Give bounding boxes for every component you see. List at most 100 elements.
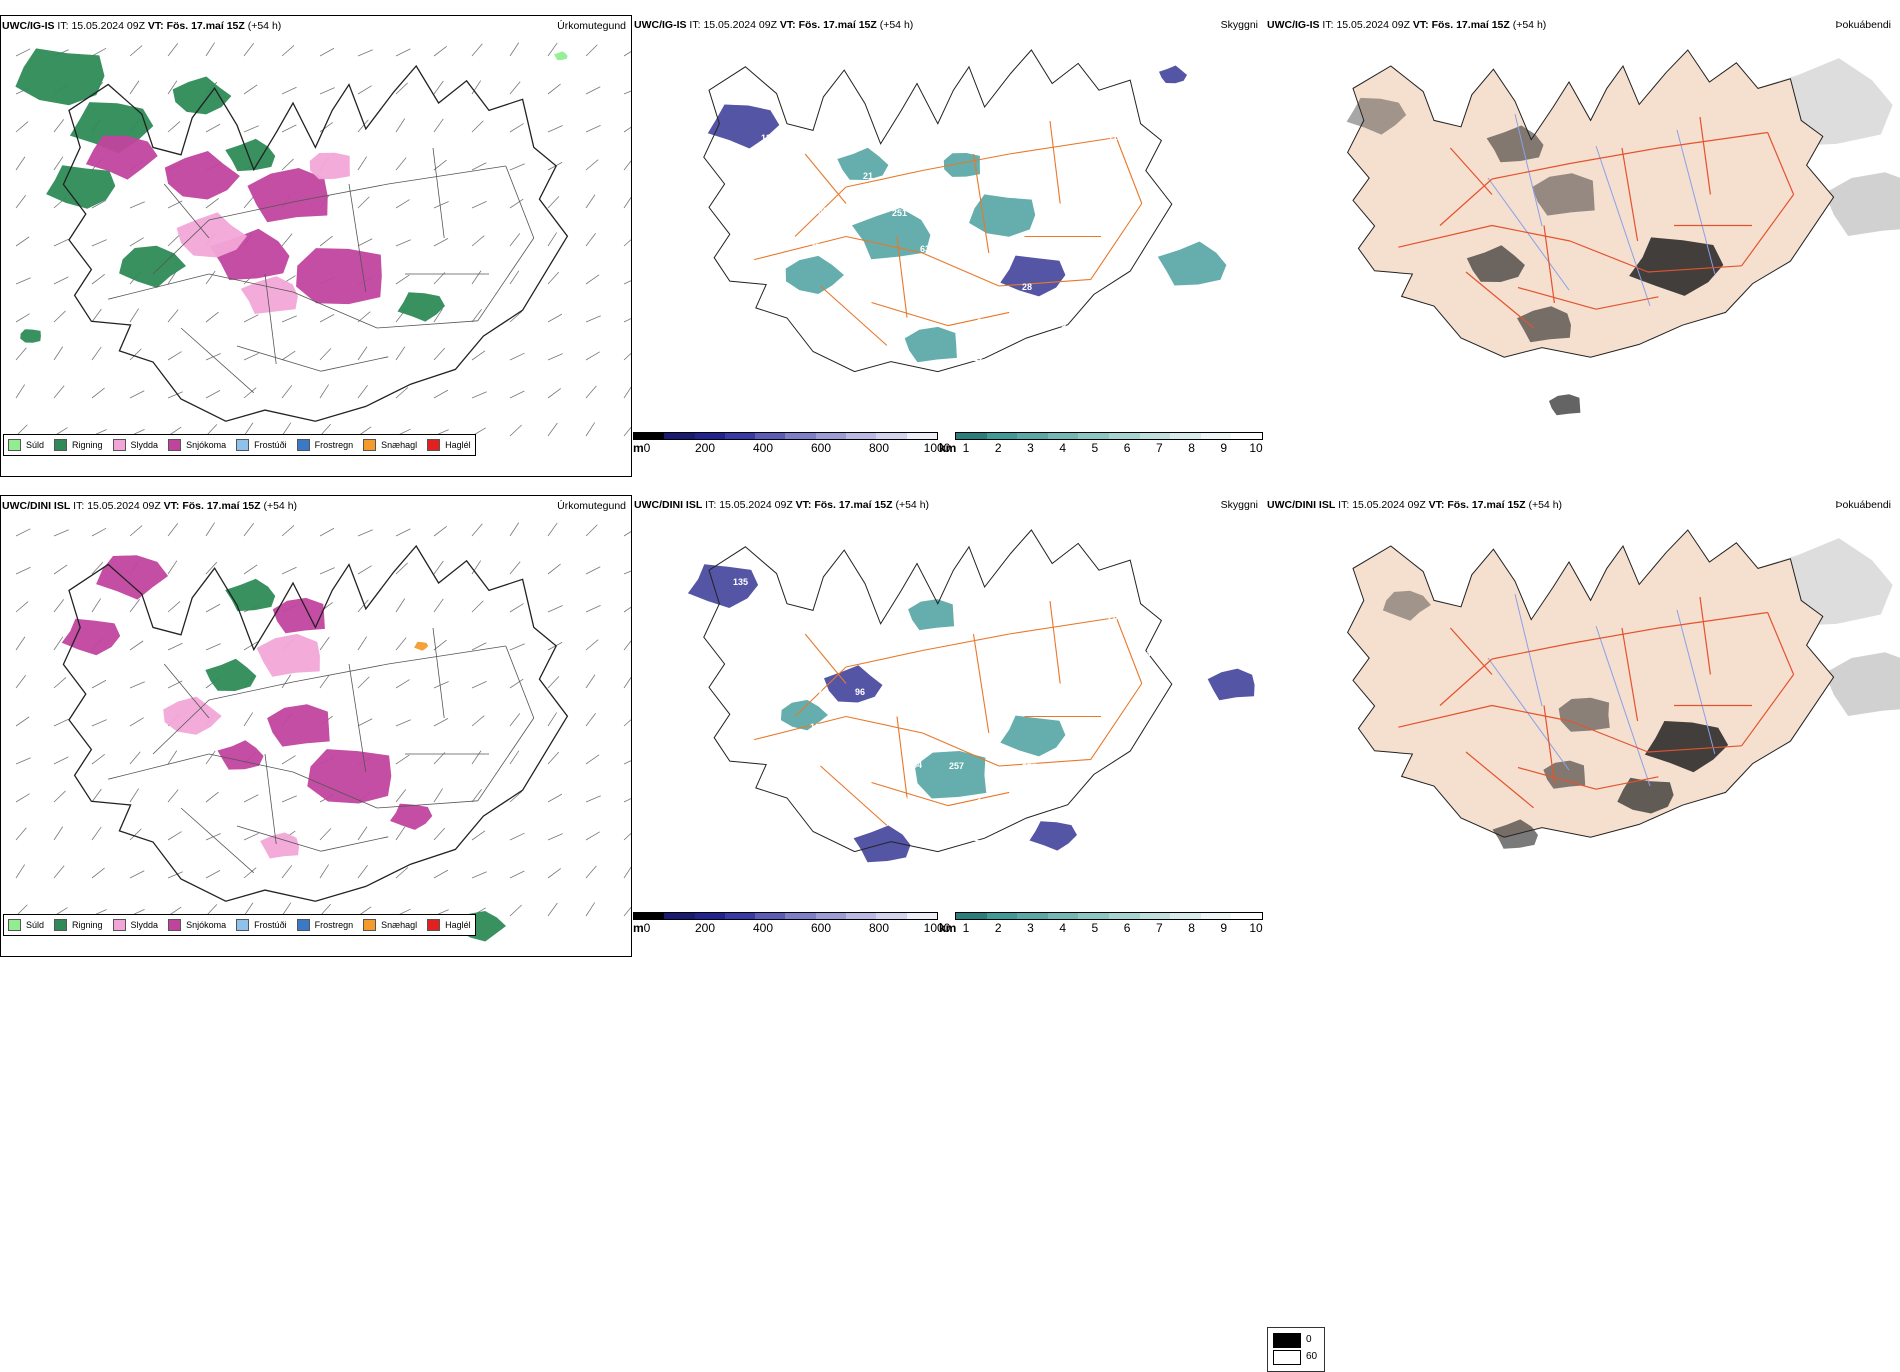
ceiling-label: 113 <box>977 797 992 807</box>
wind-barb <box>130 641 143 650</box>
wind-barb <box>168 601 180 612</box>
wind-barb <box>130 46 142 56</box>
legend-swatch <box>297 439 310 451</box>
visibility-map[interactable]: 1351769811636327764169645103968325714018… <box>633 515 1263 910</box>
visibility-area <box>824 665 883 702</box>
ceiling-label: 189 <box>1079 835 1094 845</box>
ceiling-label: 105 <box>790 170 805 180</box>
visibility-tick: 10 <box>1249 441 1262 455</box>
colorbar-step <box>785 913 815 919</box>
colorbar-step <box>956 433 987 439</box>
wind-barb <box>548 233 557 246</box>
it-label: IT: <box>73 500 84 512</box>
colorbar-step <box>634 913 664 919</box>
ceiling-tick: 0 <box>644 441 651 455</box>
legend-item: Slydda <box>113 919 159 931</box>
visibility-tick: 9 <box>1220 441 1227 455</box>
wind-barb <box>358 827 367 840</box>
wind-barb <box>282 87 297 94</box>
wind-barb <box>206 271 215 284</box>
wind-barbs <box>16 43 631 436</box>
fog-map[interactable] <box>1266 35 1900 430</box>
precip-area <box>225 139 275 171</box>
colorbar-step <box>1170 433 1201 439</box>
wind-barb <box>16 529 30 536</box>
wind-barb <box>510 82 520 94</box>
legend-label: Rigning <box>72 920 103 930</box>
wind-barb <box>624 195 631 208</box>
visibility-tick: 3 <box>1027 921 1034 935</box>
visibility-area <box>915 751 987 799</box>
ceiling-label: 56 <box>875 279 885 289</box>
vt-value: Fös. 17.maí 15Z <box>1447 499 1525 511</box>
visibility-area <box>1030 821 1078 850</box>
wind-barb <box>16 602 28 612</box>
precip-map[interactable] <box>1 36 631 476</box>
precip-panel-ig: UWC/IG-IS IT: 15.05.2024 09Z VT: Fös. 17… <box>0 15 632 477</box>
precip-map[interactable] <box>1 516 631 956</box>
colorbar-step <box>664 913 694 919</box>
visibility-area <box>1208 669 1255 701</box>
wind-barb <box>510 523 519 536</box>
wind-barb <box>624 568 631 574</box>
wind-barb <box>282 45 294 56</box>
wind-barb <box>282 234 292 246</box>
visibility-area <box>1000 256 1065 297</box>
wind-barb <box>358 530 373 536</box>
wind-barb <box>130 309 139 322</box>
visibility-tick: 9 <box>1220 921 1227 935</box>
ceiling-label: 166 <box>745 685 760 695</box>
road-segment <box>974 634 989 733</box>
wind-barb <box>168 43 178 56</box>
panel-title: Þokuábendi <box>1836 19 1891 31</box>
road-segment <box>1009 138 1116 155</box>
fog-swatch <box>1273 1350 1301 1365</box>
wind-barb <box>586 525 597 536</box>
wind-barb <box>130 81 139 94</box>
wind-barb <box>282 675 291 688</box>
wind-barb <box>358 157 367 170</box>
ceiling-tick: 200 <box>695 441 715 455</box>
precip-area <box>554 51 568 60</box>
wind-barb <box>168 201 182 208</box>
legend-item: Frostúði <box>236 919 287 931</box>
wind-barb <box>434 561 443 574</box>
precip-fields <box>15 48 567 342</box>
lead-time: (+54 h) <box>1528 499 1562 511</box>
fog-map[interactable] <box>1266 515 1900 910</box>
model-name: UWC/DINI ISL <box>634 499 702 511</box>
wind-barb <box>472 716 484 726</box>
panel-title: Skyggni <box>1221 19 1258 31</box>
precip-area <box>15 48 104 105</box>
wind-barb <box>54 637 63 650</box>
road-segment <box>388 166 506 184</box>
colorbar-step <box>755 433 785 439</box>
wind-barb <box>434 789 443 802</box>
wind-barb <box>472 561 481 574</box>
panel-title: Skyggni <box>1221 499 1258 511</box>
lead-time: (+54 h) <box>895 499 929 511</box>
legend-label: Súld <box>26 440 44 450</box>
wind-barb <box>244 713 253 726</box>
wind-barb <box>54 239 69 246</box>
wind-barb <box>624 157 631 170</box>
colorbar-step <box>755 913 785 919</box>
fog-tick: 0 <box>1306 1334 1312 1345</box>
legend-label: Rigning <box>72 440 103 450</box>
coastline <box>704 50 1172 372</box>
wind-barb <box>16 717 29 726</box>
wind-barb <box>206 751 215 764</box>
colorbar-step <box>1170 913 1201 919</box>
wind-barb <box>472 351 485 360</box>
vt-label: VT: <box>780 19 796 31</box>
legend-item: Haglél <box>427 439 471 451</box>
wind-barb <box>54 347 63 360</box>
legend-swatch <box>8 439 21 451</box>
wind-barb <box>130 599 140 612</box>
colorbar-step <box>907 433 937 439</box>
visibility-tick: 7 <box>1156 441 1163 455</box>
wind-barb <box>472 309 482 322</box>
colorbar-step <box>1109 433 1140 439</box>
visibility-map[interactable]: 1085282125116328153186132105416320365157… <box>633 35 1263 430</box>
